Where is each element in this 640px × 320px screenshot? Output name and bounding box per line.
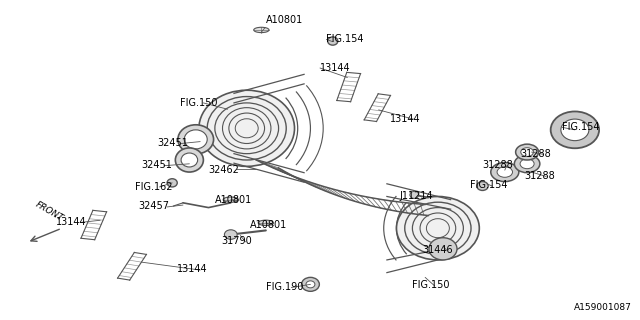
Ellipse shape <box>178 125 214 154</box>
Ellipse shape <box>184 130 207 149</box>
Ellipse shape <box>429 238 457 260</box>
Text: FIG.190: FIG.190 <box>266 282 303 292</box>
Text: FIG.150: FIG.150 <box>412 280 450 290</box>
Ellipse shape <box>520 159 534 169</box>
Ellipse shape <box>167 179 177 187</box>
Ellipse shape <box>199 90 294 166</box>
Text: 31288: 31288 <box>524 171 555 181</box>
Ellipse shape <box>521 148 533 156</box>
Ellipse shape <box>175 148 204 172</box>
Text: FIG.154: FIG.154 <box>562 122 600 132</box>
Ellipse shape <box>258 220 273 226</box>
Ellipse shape <box>223 197 239 202</box>
Text: FRONT: FRONT <box>34 200 65 223</box>
Text: 32451: 32451 <box>141 160 172 170</box>
Text: 13144: 13144 <box>320 63 351 73</box>
Ellipse shape <box>561 119 589 141</box>
Ellipse shape <box>301 277 319 291</box>
Ellipse shape <box>253 27 269 33</box>
Text: A10801: A10801 <box>266 15 303 25</box>
Text: 31288: 31288 <box>483 160 513 170</box>
Text: 31288: 31288 <box>521 149 552 159</box>
Text: FIG.150: FIG.150 <box>180 98 218 108</box>
Ellipse shape <box>306 281 315 288</box>
Ellipse shape <box>225 230 237 239</box>
Text: 13144: 13144 <box>56 217 86 227</box>
Ellipse shape <box>328 37 338 45</box>
Text: FIG.154: FIG.154 <box>326 35 364 44</box>
Ellipse shape <box>515 155 540 173</box>
Text: FIG.154: FIG.154 <box>470 180 508 190</box>
Text: J11214: J11214 <box>399 191 433 202</box>
Text: 32462: 32462 <box>209 164 239 174</box>
Text: FIG.162: FIG.162 <box>135 182 173 192</box>
Text: 31790: 31790 <box>221 236 252 246</box>
Text: A10801: A10801 <box>215 195 252 205</box>
Text: 31446: 31446 <box>422 245 452 255</box>
Text: 32457: 32457 <box>138 201 170 211</box>
Text: A10801: A10801 <box>250 220 287 230</box>
Ellipse shape <box>396 196 479 260</box>
Text: 13144: 13144 <box>390 114 420 124</box>
Ellipse shape <box>410 191 419 198</box>
Ellipse shape <box>181 153 198 167</box>
Text: 32451: 32451 <box>157 138 188 148</box>
Text: 13144: 13144 <box>177 264 207 275</box>
Ellipse shape <box>550 111 599 148</box>
Ellipse shape <box>516 144 539 160</box>
Text: A159001087: A159001087 <box>574 303 632 312</box>
Ellipse shape <box>497 167 513 177</box>
Ellipse shape <box>491 163 519 181</box>
Ellipse shape <box>477 181 488 190</box>
